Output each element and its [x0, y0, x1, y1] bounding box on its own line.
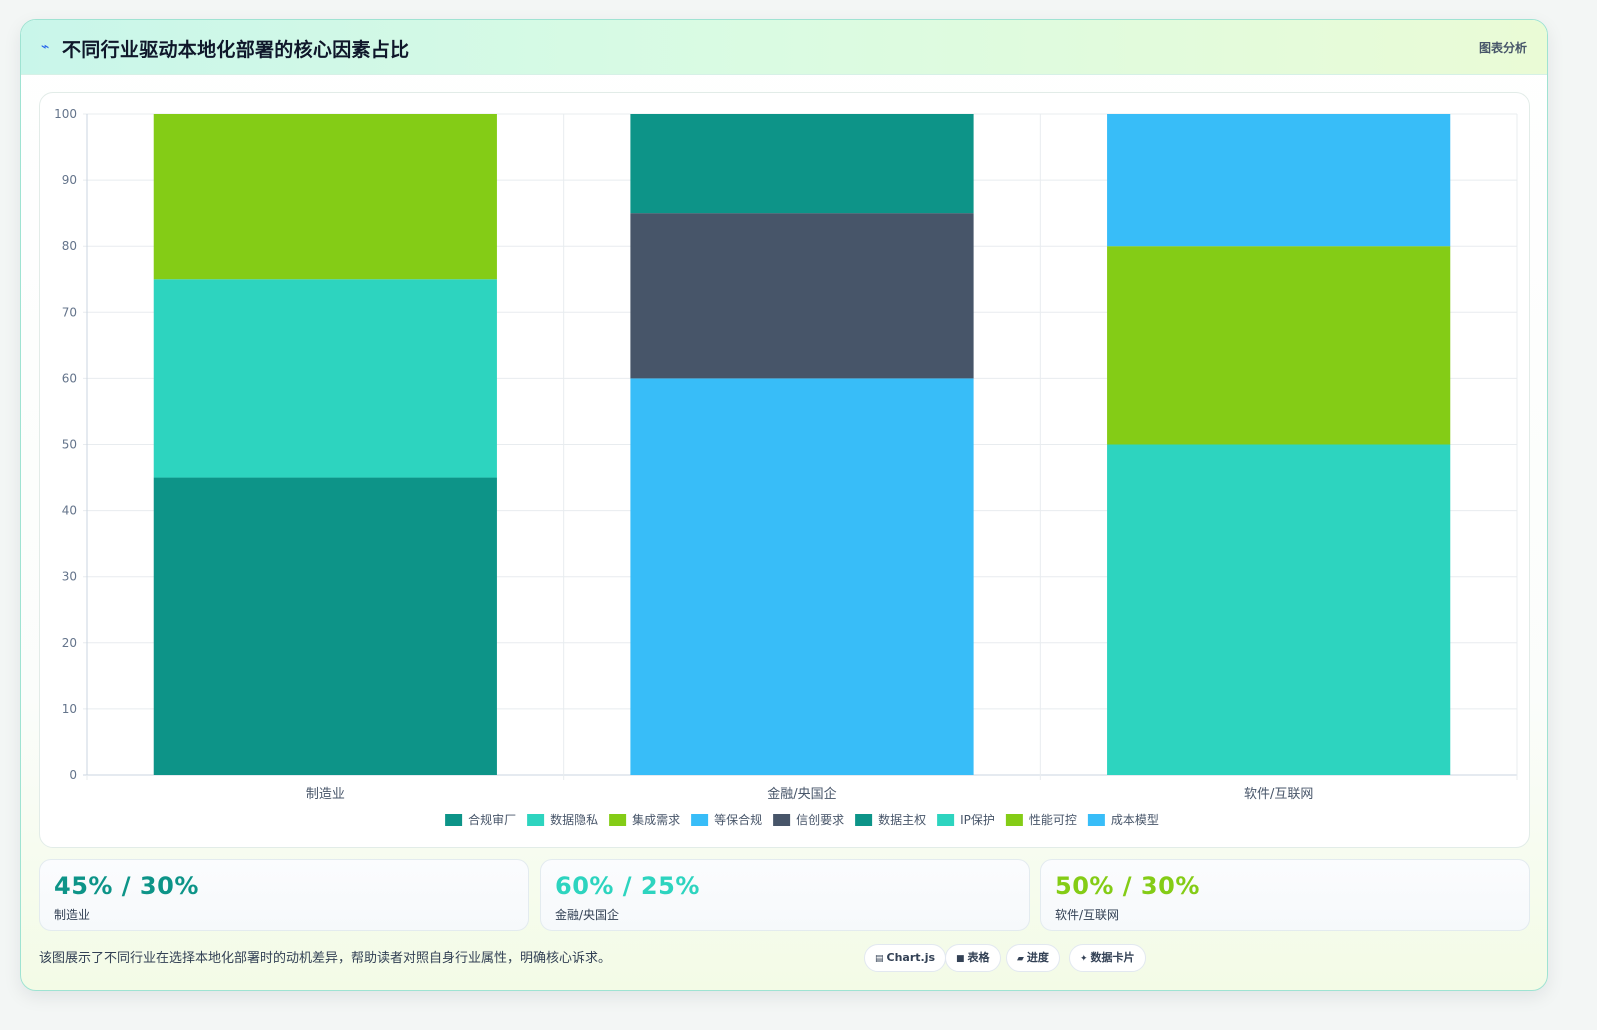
y-tick-label: 60	[62, 371, 77, 385]
progress-icon: ▰	[1017, 954, 1024, 964]
legend-label: 性能可控	[1029, 813, 1077, 827]
chip-label: Chart.js	[886, 951, 936, 964]
stat-label: 制造业	[54, 908, 91, 922]
bar-segment	[153, 279, 497, 478]
bar-segment	[630, 213, 974, 379]
bar-segment	[153, 477, 497, 775]
bar-segment	[153, 114, 497, 280]
stacked-bar-chart: 0 10 20 30 40 50 60 70 80 90 100 制造业 金融/央国企 软件/互联网合规审…	[54, 107, 1518, 827]
stat-card-software: 50% / 30% 软件/互联网	[1040, 859, 1530, 931]
bar-segment	[1107, 114, 1451, 247]
chart-icon: ▤	[875, 954, 884, 964]
legend-swatch	[773, 814, 791, 826]
x-tick-label: 软件/互联网	[1244, 787, 1313, 802]
chart-card: ⌁ 不同行业驱动本地化部署的核心因素占比 图表分析 0 10 20 30 40 50 60 7…	[20, 19, 1548, 991]
legend-label: 信创要求	[796, 813, 844, 827]
legend-label: 成本模型	[1111, 813, 1159, 827]
chart-panel: 0 10 20 30 40 50 60 70 80 90 100 制造业 金融/央国企 软件/互联网合规审…	[39, 92, 1530, 848]
stat-value: 50% / 30%	[1055, 872, 1200, 900]
chip-data-card[interactable]: ✦ 数据卡片	[1069, 944, 1146, 972]
bar-segment	[630, 378, 974, 775]
chip-label: 表格	[967, 951, 990, 964]
stat-label: 软件/互联网	[1055, 908, 1120, 922]
legend-swatch	[445, 814, 463, 826]
page-title: 不同行业驱动本地化部署的核心因素占比	[62, 39, 410, 61]
chart-description: 该图展示了不同行业在选择本地化部署时的动机差异，帮助读者对照自身行业属性，明确核…	[39, 951, 612, 966]
chart-analysis-badge: 图表分析	[1478, 41, 1527, 55]
stat-value: 45% / 30%	[54, 872, 199, 900]
stat-value: 60% / 25%	[555, 872, 700, 900]
x-tick-label: 金融/央国企	[767, 786, 836, 802]
y-tick-label: 50	[62, 438, 77, 452]
stat-card-finance: 60% / 25% 金融/央国企	[540, 859, 1030, 931]
legend-swatch	[855, 814, 873, 826]
y-tick-label: 90	[62, 173, 77, 187]
y-tick-label: 30	[62, 570, 77, 584]
card-header: ⌁ 不同行业驱动本地化部署的核心因素占比 图表分析	[21, 20, 1547, 75]
stat-label: 金融/央国企	[555, 908, 620, 922]
sparkle-icon: ✦	[1080, 954, 1088, 964]
x-tick-label: 制造业	[306, 787, 345, 802]
y-tick-label: 20	[62, 636, 77, 650]
y-tick-label: 70	[62, 305, 77, 319]
chip-table[interactable]: ■ 表格	[945, 944, 1001, 972]
legend-label: 等保合规	[714, 812, 762, 827]
bar-segment	[1107, 246, 1451, 445]
y-tick-label: 10	[62, 702, 77, 716]
legend-swatch	[527, 814, 545, 826]
chip-progress[interactable]: ▰ 进度	[1006, 944, 1060, 972]
y-tick-label: 40	[62, 504, 77, 518]
bar-segment	[1107, 444, 1451, 775]
legend-swatch	[1005, 814, 1023, 826]
chip-label: 数据卡片	[1090, 951, 1135, 964]
y-tick-label: 100	[54, 107, 77, 121]
chip-label: 进度	[1026, 951, 1049, 964]
legend-label: 数据隐私	[550, 812, 598, 827]
legend-label: 数据主权	[878, 812, 926, 827]
chip-chartjs[interactable]: ▤ Chart.js	[864, 944, 947, 972]
y-tick-label: 80	[62, 239, 77, 253]
table-icon: ■	[956, 954, 965, 964]
y-tick-label: 0	[69, 768, 77, 782]
bar-segment	[630, 114, 974, 214]
legend-label: IP保护	[960, 813, 995, 827]
legend-swatch	[609, 814, 627, 826]
legend-label: 合规审厂	[468, 812, 516, 827]
stat-card-manufacturing: 45% / 30% 制造业	[39, 859, 529, 931]
legend-swatch	[937, 814, 955, 826]
legend-label: 集成需求	[632, 812, 680, 827]
legend-swatch	[691, 814, 709, 826]
lightning-icon: ⌁	[41, 39, 50, 55]
legend-swatch	[1087, 814, 1105, 826]
